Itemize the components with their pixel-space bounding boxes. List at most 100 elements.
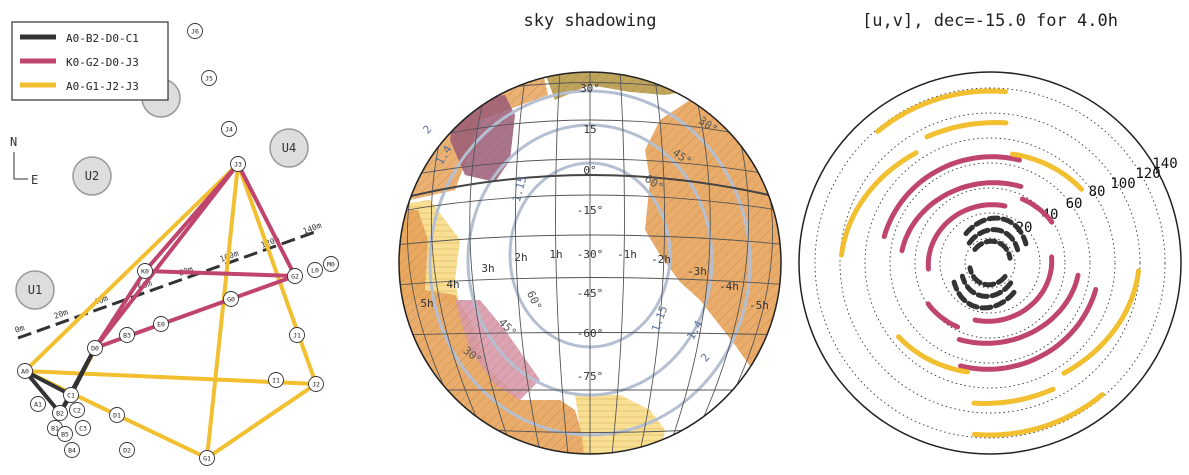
legend-label: K0-G2-D0-J3 xyxy=(66,56,139,69)
station-label: B4 xyxy=(68,447,76,455)
rail-tick: 0m xyxy=(14,323,26,335)
station-label: G0 xyxy=(227,296,235,304)
dec-label: 15 xyxy=(583,123,596,136)
station-label: B1 xyxy=(51,425,59,433)
dec-label: 30° xyxy=(580,82,600,95)
dec-label: 0° xyxy=(583,164,596,177)
sky-title: sky shadowing xyxy=(523,11,656,31)
station-marker: M0 xyxy=(323,256,339,272)
station-label: A0 xyxy=(21,368,29,376)
station-label: C2 xyxy=(73,407,81,415)
legend: A0-B2-D0-C1 K0-G2-D0-J3 A0-G1-J2-J3 xyxy=(11,21,169,101)
station-marker: J6 xyxy=(187,23,203,39)
station-label: D0 xyxy=(91,345,99,353)
station-label: D2 xyxy=(123,447,131,455)
ut-dome-u1 xyxy=(15,270,55,310)
station-label: M0 xyxy=(327,261,335,269)
ha-label: 5h xyxy=(420,297,433,310)
station-marker: C2 xyxy=(69,402,85,418)
uv-coverage-panel: [u,v], dec=-15.0 for 4.0h 20 40 60 80 10… xyxy=(798,11,1182,455)
shadow-region xyxy=(575,395,665,454)
station-marker: E0 xyxy=(153,316,169,332)
station-marker: J4 xyxy=(221,121,237,137)
station-marker: L0 xyxy=(307,262,323,278)
ha-label: -4h xyxy=(719,280,739,293)
uv-radius-labels: 20 40 60 80 100 120 140 xyxy=(1016,156,1178,236)
uv-track xyxy=(958,287,1099,372)
uv-radius-label: 40 xyxy=(1042,207,1059,223)
uv-track xyxy=(966,227,1021,253)
uv-track xyxy=(924,119,1009,140)
station-marker: B2 xyxy=(52,405,68,421)
uv-track xyxy=(925,202,1008,272)
uv-track xyxy=(1061,268,1141,376)
uv-track xyxy=(956,272,1081,346)
station-label: K0 xyxy=(141,268,149,276)
ha-label: -2h xyxy=(651,253,671,266)
station-label: E0 xyxy=(157,321,165,329)
uv-track xyxy=(875,88,1008,134)
uv-track xyxy=(1019,196,1055,225)
ha-label: -1h xyxy=(617,248,637,261)
ut-label-u2: U2 xyxy=(85,169,99,183)
legend-label: A0-G1-J2-J3 xyxy=(66,80,139,93)
sky-shadowing-panel: sky shadowing xyxy=(398,11,782,455)
station-label: C3 xyxy=(79,425,87,433)
station-label: D1 xyxy=(113,412,121,420)
compass-east: E xyxy=(31,173,38,187)
station-label: J2 xyxy=(312,381,320,389)
station-marker: J1 xyxy=(289,327,305,343)
uv-radius-label: 120 xyxy=(1135,166,1160,182)
uv-track xyxy=(971,386,1056,407)
uv-radius-label: 80 xyxy=(1089,184,1106,200)
uv-radius-label: 140 xyxy=(1152,156,1177,172)
station-label: J1 xyxy=(293,332,301,340)
ha-label: -5h xyxy=(749,299,769,312)
station-label: J3 xyxy=(234,161,242,169)
station-marker: J5 xyxy=(201,70,217,86)
station-marker: A1 xyxy=(30,396,46,412)
station-label: L0 xyxy=(311,267,319,275)
station-label: J4 xyxy=(225,126,233,134)
uv-track xyxy=(896,334,970,375)
uv-track xyxy=(1010,151,1084,192)
legend-label: A0-B2-D0-C1 xyxy=(66,32,139,45)
uv-track xyxy=(951,279,1017,311)
stations: J6 J5 J4 J3 K0 G2 L0 M0 G0 D0 B3 C1 B2 A0 A1 B1 C2 C3 B5 B4… xyxy=(17,23,339,466)
dec-label: -30° xyxy=(577,248,604,261)
uv-radius-circles xyxy=(814,87,1166,439)
ha-label: 4h xyxy=(446,278,459,291)
uv-track xyxy=(839,150,919,258)
uv-track xyxy=(972,254,1055,324)
dec-label: -45° xyxy=(577,287,604,300)
station-label: B5 xyxy=(61,431,69,439)
uv-track xyxy=(972,392,1105,438)
station-marker: G1 xyxy=(199,450,215,466)
ut-domes: U4 U2 U1 xyxy=(15,78,309,310)
station-marker: B4 xyxy=(64,442,80,458)
ha-label: -3h xyxy=(687,265,707,278)
uv-track xyxy=(967,265,1008,288)
station-label: J5 xyxy=(205,75,213,83)
uv-track xyxy=(925,301,961,330)
uv-track xyxy=(881,154,1022,239)
station-marker: J2 xyxy=(308,376,324,392)
station-label: G1 xyxy=(203,455,211,463)
shadow-region xyxy=(540,72,700,100)
uv-radius-label: 100 xyxy=(1110,176,1135,192)
uv-radius-label: 60 xyxy=(1066,196,1083,212)
ha-label: 3h xyxy=(481,262,494,275)
ut-label-u1: U1 xyxy=(28,283,42,297)
station-label: B3 xyxy=(123,332,131,340)
uv-track xyxy=(963,215,1029,247)
station-label: G2 xyxy=(291,273,299,281)
station-marker: G2 xyxy=(287,268,303,284)
station-marker: A0 xyxy=(17,363,33,379)
station-marker: J3 xyxy=(230,156,246,172)
ha-label: 1h xyxy=(549,248,562,261)
station-label: I1 xyxy=(272,377,280,385)
station-label: J6 xyxy=(191,28,199,36)
rail-tick: 20m xyxy=(53,307,70,320)
station-label: A1 xyxy=(34,401,42,409)
